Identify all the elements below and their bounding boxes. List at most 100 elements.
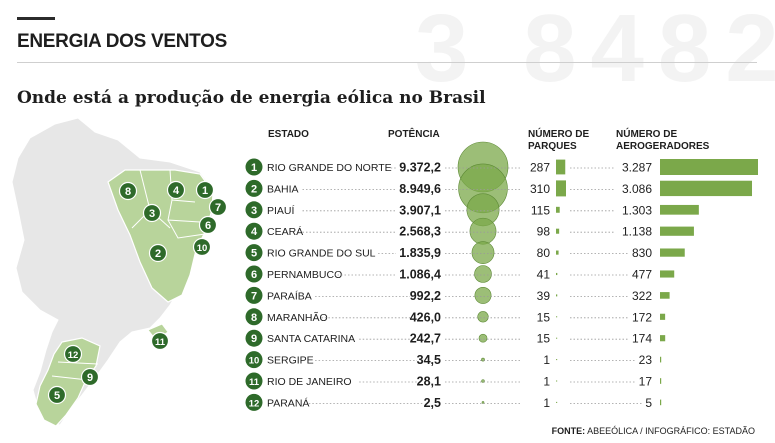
source-footer: FONTE: ABEEÓLICA / INFOGRÁFICO: ESTADÃO: [552, 426, 755, 436]
map-marker: [142, 203, 162, 223]
potencia-value: 2,5: [424, 396, 441, 410]
map-marker: [80, 367, 100, 387]
rank-number: 10: [249, 356, 260, 367]
parques-bar: [556, 401, 558, 403]
parques-bar: [556, 180, 566, 197]
potencia-value: 242,7: [410, 332, 441, 346]
map-marker-number: 5: [54, 390, 60, 402]
parques-bar: [556, 294, 558, 297]
rank-badge: [245, 308, 263, 326]
aerogeradores-bar: [660, 356, 662, 363]
parques-bar: [556, 206, 560, 213]
rank-badge: [245, 244, 263, 262]
state-name: PERNAMBUCO: [267, 269, 342, 281]
column-header-aerogeradores: NÚMERO DE AEROGERADORES: [616, 129, 710, 152]
potencia-value: 1.835,9: [399, 246, 441, 260]
aerogeradores-bar: [660, 378, 662, 384]
potencia-value: 1.086,4: [399, 268, 441, 282]
rank-number: 9: [251, 333, 257, 345]
rank-number: 1: [251, 162, 257, 174]
map-marker: [63, 344, 83, 364]
column-header-estado: ESTADO: [268, 129, 309, 140]
footer-label: FONTE:: [551, 426, 586, 436]
map-marker: [208, 197, 228, 217]
aerogeradores-bar: [660, 270, 675, 278]
state-name: SANTA CATARINA: [267, 333, 355, 345]
rank-number: 6: [251, 269, 257, 281]
parques-value: 1: [543, 396, 550, 410]
rank-badge: [245, 222, 263, 240]
aerogeradores-value: 322: [632, 289, 652, 303]
map-marker-number: 2: [155, 248, 161, 260]
headline: Onde está a produção de energia eólica n…: [17, 88, 486, 108]
parques-bar: [556, 316, 558, 318]
map-marker-number: 6: [205, 220, 211, 232]
rank-badge: [245, 286, 263, 304]
parques-value: 15: [537, 310, 551, 324]
map-marker-number: 1: [202, 185, 208, 197]
parques-bar: [556, 272, 558, 276]
aerogeradores-bar: [660, 313, 666, 320]
rank-badge: [245, 265, 263, 283]
divider: [17, 62, 757, 63]
state-name: RIO GRANDE DO SUL: [267, 248, 376, 260]
column-header-potencia: POTÊNCIA: [388, 129, 440, 140]
rank-number: 8: [251, 312, 257, 324]
state-name: RIO DE JANEIRO: [267, 376, 352, 388]
potencia-value: 8.949,6: [399, 182, 441, 196]
state-name: BAHIA: [267, 183, 299, 195]
map-marker: [118, 181, 138, 201]
parques-value: 41: [537, 268, 551, 282]
parques-bar: [556, 359, 558, 361]
footer-text: ABEEÓLICA / INFOGRÁFICO: ESTADÃO: [585, 426, 755, 436]
state-name: PARAÍBA: [267, 289, 312, 302]
potencia-value: 426,0: [410, 310, 441, 324]
map-marker: [192, 237, 212, 257]
aerogeradores-value: 174: [632, 332, 652, 346]
rank-badge: [245, 372, 263, 390]
rank-number: 7: [251, 290, 257, 302]
background-number: 3 8482: [415, 0, 775, 102]
parques-value: 15: [537, 332, 551, 346]
potencia-bubble: [471, 241, 495, 264]
map-marker-number: 11: [155, 337, 166, 348]
parques-value: 1: [543, 353, 550, 367]
rank-badge: [245, 179, 263, 197]
aerogeradores-bar: [660, 399, 662, 406]
parques-value: 1: [543, 375, 550, 389]
potencia-bubble: [469, 217, 497, 245]
potencia-value: 992,2: [410, 289, 441, 303]
rank-number: 11: [249, 377, 260, 388]
parques-value: 80: [537, 246, 551, 260]
map-marker-number: 8: [125, 186, 131, 198]
potencia-value: 2.568,3: [399, 225, 441, 239]
parques-bar: [556, 228, 560, 234]
rank-number: 2: [251, 183, 257, 195]
rank-number: 4: [251, 226, 258, 238]
rank-badge: [245, 393, 263, 411]
aerogeradores-value: 477: [632, 268, 652, 282]
aerogeradores-value: 1.138: [622, 225, 652, 239]
parques-value: 310: [530, 182, 550, 196]
state-name: PARANÁ: [267, 396, 309, 409]
map-south-region: [35, 337, 101, 427]
rank-number: 3: [251, 205, 257, 217]
rank-badge: [245, 329, 263, 347]
potencia-bubble: [474, 265, 492, 283]
aerogeradores-value: 5: [645, 396, 652, 410]
potencia-value: 3.907,1: [399, 203, 441, 217]
state-name: RIO GRANDE DO NORTE: [267, 162, 392, 174]
top-rule: [17, 17, 55, 20]
parques-value: 115: [531, 203, 550, 217]
parques-bar: [556, 337, 558, 339]
parques-bar: [556, 159, 566, 175]
map-marker-number: 7: [215, 202, 221, 214]
aerogeradores-value: 23: [639, 353, 653, 367]
parques-value: 39: [537, 289, 551, 303]
potencia-bubble: [474, 286, 492, 304]
rank-badge: [245, 201, 263, 219]
state-name: MARANHÃO: [267, 311, 328, 324]
aerogeradores-bar: [660, 226, 694, 236]
map-marker-number: 12: [68, 350, 79, 361]
